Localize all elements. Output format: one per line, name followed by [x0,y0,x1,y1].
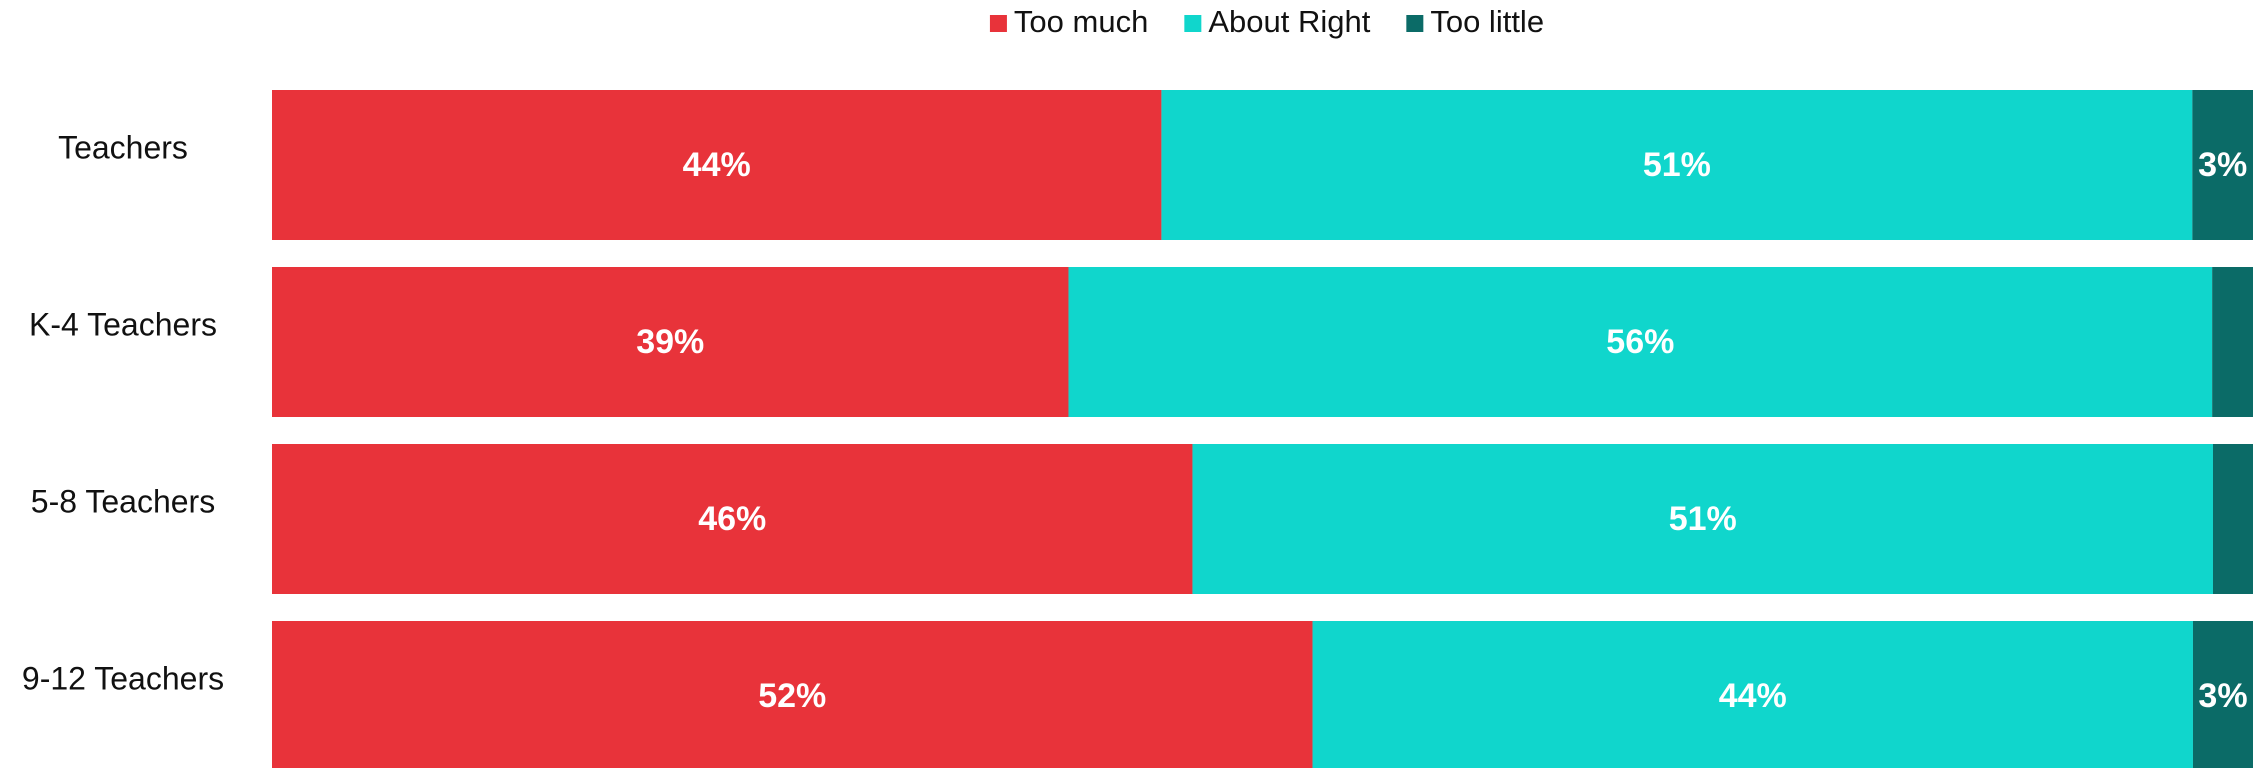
bar-segment [1161,90,2193,240]
bar-segment [2192,621,2253,768]
bar-segment [2192,90,2253,240]
value-label: 44% [683,146,751,184]
legend-swatch [1406,15,1424,32]
value-label: 52% [758,677,826,715]
bar-segment [272,444,1193,594]
category-label: 5-8 Teachers [31,483,215,519]
value-label: 51% [1643,146,1711,184]
bar-segment [1312,621,2193,768]
value-label: 3% [2198,677,2247,715]
legend-swatch [1184,15,1202,32]
legend-label: Too much [1014,4,1148,39]
bar-segment [2212,267,2253,417]
value-label: 56% [1606,323,1674,361]
value-label: 51% [1669,500,1737,538]
value-label: 44% [1719,677,1787,715]
legend: Too much About Right Too little [989,4,1544,39]
value-label: 39% [636,323,704,361]
bar-segment [1192,444,2213,594]
bar-segment [272,90,1162,240]
legend-swatch [989,15,1007,32]
bar-segment [272,621,1313,768]
category-label: K-4 Teachers [29,306,217,342]
bar-segment [272,267,1069,417]
value-label: 3% [2198,146,2247,184]
bar-segment [2212,444,2253,594]
category-label: Teachers [58,129,188,165]
category-label: 9-12 Teachers [22,660,224,696]
value-label: 46% [698,500,766,538]
legend-label: About Right [1208,4,1370,39]
bar-segment [1068,267,2213,417]
legend-label: Too little [1430,4,1544,39]
